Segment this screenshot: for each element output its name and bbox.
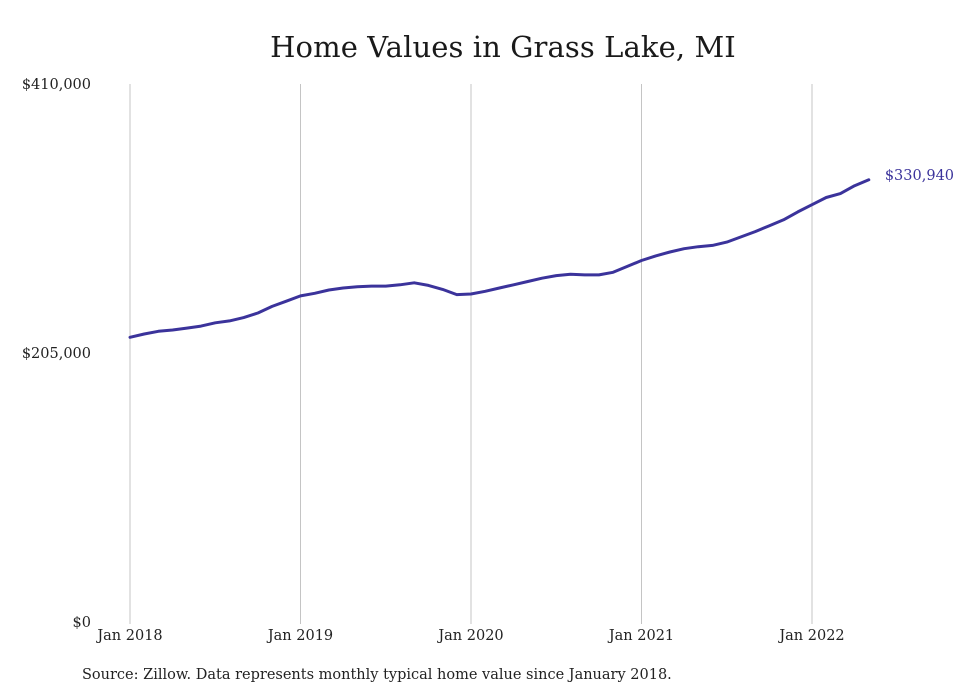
y-tick-label: $0: [73, 615, 91, 631]
x-tick-label: Jan 2021: [607, 628, 674, 644]
x-tick-label: Jan 2019: [266, 628, 333, 644]
x-tick-label: Jan 2018: [95, 628, 162, 644]
series-line: [128, 178, 871, 339]
chart-title: Home Values in Grass Lake, MI: [270, 30, 736, 64]
data-series: $330,940: [128, 168, 954, 339]
x-tick-label: Jan 2022: [777, 628, 844, 644]
y-axis-tick-labels: $0 $205,000 $410,000: [22, 77, 91, 631]
line-chart: $0$205,000$410,000 Jan 2018 Jan 2019 Jan 2…: [22, 77, 954, 644]
x-axis-tick-labels: Jan 2018 Jan 2019 Jan 2020 Jan 2021 Jan 2022: [95, 628, 844, 644]
vertical-gridlines: [129, 84, 813, 624]
y-tick-label: $410,000: [22, 77, 91, 93]
source-note: Source: Zillow. Data represents monthly …: [82, 667, 672, 683]
x-tick-label: Jan 2020: [436, 628, 503, 644]
end-value-label: $330,940: [885, 168, 954, 184]
y-tick-label: $205,000: [22, 346, 91, 362]
